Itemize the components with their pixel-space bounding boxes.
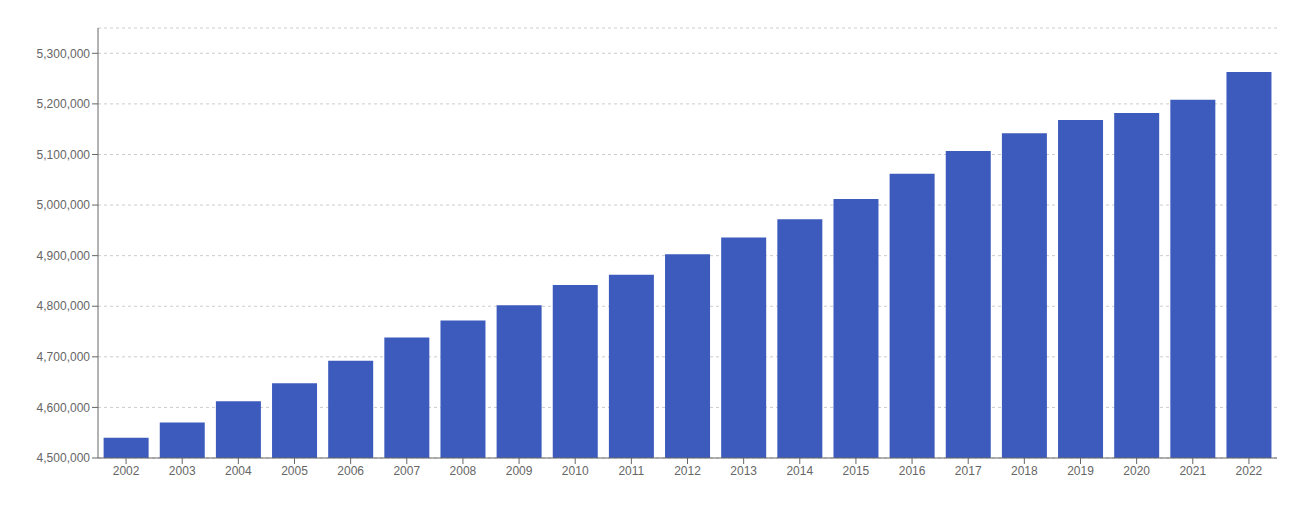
svg-text:4,700,000: 4,700,000 <box>37 350 91 364</box>
svg-text:2013: 2013 <box>730 464 757 478</box>
svg-text:4,900,000: 4,900,000 <box>37 249 91 263</box>
svg-text:2002: 2002 <box>113 464 140 478</box>
svg-text:4,600,000: 4,600,000 <box>37 401 91 415</box>
svg-text:2017: 2017 <box>955 464 982 478</box>
svg-text:2014: 2014 <box>786 464 813 478</box>
svg-text:2007: 2007 <box>393 464 420 478</box>
svg-text:2009: 2009 <box>506 464 533 478</box>
svg-text:4,800,000: 4,800,000 <box>37 299 91 313</box>
svg-text:2016: 2016 <box>899 464 926 478</box>
svg-text:2015: 2015 <box>843 464 870 478</box>
svg-text:5,000,000: 5,000,000 <box>37 198 91 212</box>
svg-text:2010: 2010 <box>562 464 589 478</box>
svg-text:2008: 2008 <box>450 464 477 478</box>
svg-text:5,300,000: 5,300,000 <box>37 47 91 61</box>
svg-text:2004: 2004 <box>225 464 252 478</box>
svg-text:2003: 2003 <box>169 464 196 478</box>
svg-text:2011: 2011 <box>618 464 644 478</box>
svg-text:2018: 2018 <box>1011 464 1038 478</box>
svg-text:2019: 2019 <box>1067 464 1094 478</box>
svg-text:2020: 2020 <box>1123 464 1150 478</box>
svg-text:2006: 2006 <box>337 464 364 478</box>
svg-text:2022: 2022 <box>1236 464 1263 478</box>
svg-text:2021: 2021 <box>1179 464 1206 478</box>
svg-text:5,200,000: 5,200,000 <box>37 97 91 111</box>
svg-text:2012: 2012 <box>674 464 701 478</box>
svg-text:4,500,000: 4,500,000 <box>37 451 91 465</box>
svg-text:2005: 2005 <box>281 464 308 478</box>
svg-text:5,100,000: 5,100,000 <box>37 148 91 162</box>
